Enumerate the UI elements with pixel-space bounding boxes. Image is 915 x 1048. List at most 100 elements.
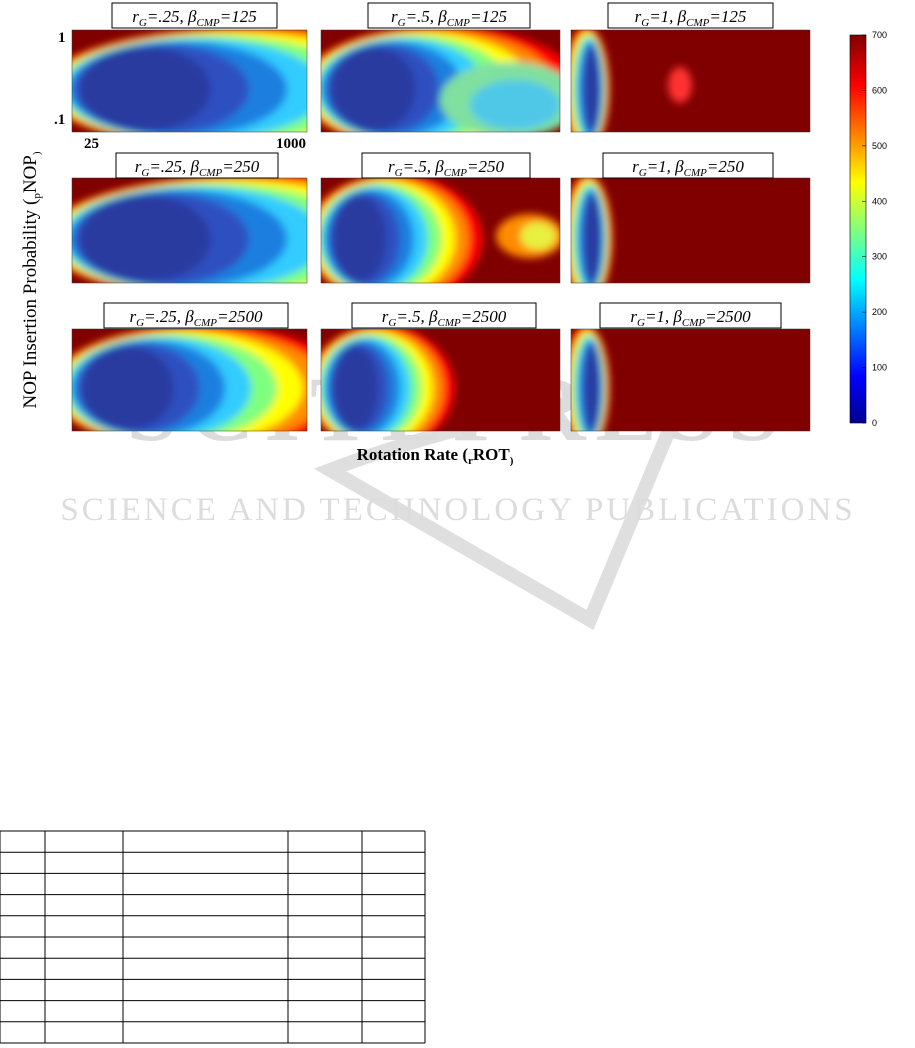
heatmap-blob: [571, 178, 613, 283]
table: [0, 830, 426, 1044]
label-part: =250: [222, 157, 259, 176]
watermark-tagline: SCIENCE AND TECHNOLOGY PUBLICATIONS: [60, 492, 855, 528]
label-part: =2500: [461, 307, 507, 326]
contour: [79, 195, 211, 282]
panel-title-box: [607, 2, 774, 29]
cool-region: [470, 80, 560, 130]
panel-frame: [570, 328, 811, 432]
label-part: r: [130, 307, 137, 326]
panel-title: rG=1, βCMP=2500: [630, 307, 751, 329]
label-part: =250: [707, 157, 744, 176]
label-part: =125: [470, 7, 507, 26]
heatmap: [321, 329, 560, 431]
label-part: =.25, β: [147, 7, 197, 26]
panel-frame: [320, 328, 561, 432]
subscript: CMP: [438, 317, 462, 329]
label-part: =2500: [705, 307, 751, 326]
subscript: CMP: [199, 167, 223, 179]
panel-title-box: [103, 302, 289, 329]
heatmap: [571, 178, 810, 283]
hot-spot: [668, 67, 692, 103]
label-part: r: [635, 7, 642, 26]
subscript: ): [510, 455, 514, 467]
subscript: CMP: [197, 17, 221, 29]
colorbar-tick-label: 400: [872, 196, 887, 206]
label-part: =125: [220, 7, 257, 26]
x-axis-label: Rotation Rate (rROT): [357, 445, 514, 467]
subscript: G: [639, 167, 647, 179]
subscript: G: [388, 317, 396, 329]
x-tick-label: 25: [84, 136, 99, 152]
label-part: =1, β: [647, 157, 684, 176]
heatmaps: rG=.25, βCMP=125 rG=.5, βCMP=125 rG=1, βCM…: [71, 2, 811, 432]
heatmap-blob: [321, 178, 560, 283]
label-part: =.5, β: [406, 7, 448, 26]
label-part: =1, β: [645, 307, 682, 326]
warm-spot: [520, 222, 556, 250]
panel-title-box: [115, 152, 279, 179]
y-axis-label: NOP Insertion Probability (pNOP): [20, 151, 43, 408]
colorbar-tick-label: 0: [872, 418, 877, 428]
colorbar: [849, 34, 867, 424]
contour: [333, 346, 378, 430]
heatmap: [72, 30, 307, 132]
subscript: G: [136, 317, 144, 329]
heatmap: [72, 329, 307, 431]
label-part: NOP Insertion Probability (: [20, 199, 41, 409]
panel-title: rG=1, βCMP=250: [632, 157, 744, 179]
subscript: G: [141, 167, 149, 179]
subscript: CMP: [444, 167, 468, 179]
contour: [585, 346, 600, 430]
colorbar-tick-label: 500: [872, 141, 887, 151]
subscript: CMP: [194, 317, 218, 329]
colorbar-tick-label: 100: [872, 363, 887, 373]
contour: [332, 195, 387, 282]
label-part: r: [391, 7, 398, 26]
panel-title: rG=.25, βCMP=125: [132, 7, 257, 29]
label-part: =.25, β: [149, 157, 199, 176]
subscript: CMP: [684, 167, 708, 179]
panel-frame: [71, 29, 308, 133]
label-part: ROT: [473, 445, 511, 464]
subscript: ): [31, 151, 43, 155]
heatmap-blob: [72, 329, 307, 431]
colorbar-tick-label: 600: [872, 85, 887, 95]
contour: [585, 195, 601, 282]
label-part: =125: [709, 7, 746, 26]
label-part: =250: [467, 157, 504, 176]
heatmap-blob: [571, 30, 692, 132]
y-tick-label: .1: [54, 112, 65, 128]
panel-title: rG=.25, βCMP=2500: [130, 307, 263, 329]
label-part: =.25, β: [144, 307, 194, 326]
heatmap-bg: [571, 329, 810, 431]
panel-title-box: [602, 152, 774, 179]
panel-title: rG=.5, βCMP=2500: [382, 307, 507, 329]
panel-title-box: [361, 152, 531, 179]
x-tick-label: 1000: [276, 136, 306, 152]
label-part: =1, β: [649, 7, 686, 26]
label-part: =.5, β: [403, 157, 445, 176]
heatmap: [571, 30, 810, 132]
subscript: G: [395, 167, 403, 179]
heatmap-blob: [72, 30, 307, 132]
label-part: Rotation Rate (: [357, 445, 469, 464]
panel-title-box: [367, 2, 531, 29]
subscript: r: [468, 455, 473, 467]
subscript: p: [31, 193, 43, 199]
label-part: =.5, β: [396, 307, 438, 326]
subscript: CMP: [686, 17, 710, 29]
heatmap-blob: [72, 178, 307, 283]
contour: [331, 47, 416, 131]
heatmap: [321, 178, 560, 283]
heatmap: [321, 30, 560, 132]
heatmap-blob: [321, 329, 455, 431]
label-part: r: [135, 157, 142, 176]
label-part: r: [632, 157, 639, 176]
subscript: G: [139, 17, 147, 29]
label-part: =2500: [217, 307, 263, 326]
label-part: r: [630, 307, 637, 326]
panel-title: rG=.25, βCMP=250: [135, 157, 260, 179]
panel-title-box: [599, 302, 782, 329]
contour: [81, 346, 174, 430]
